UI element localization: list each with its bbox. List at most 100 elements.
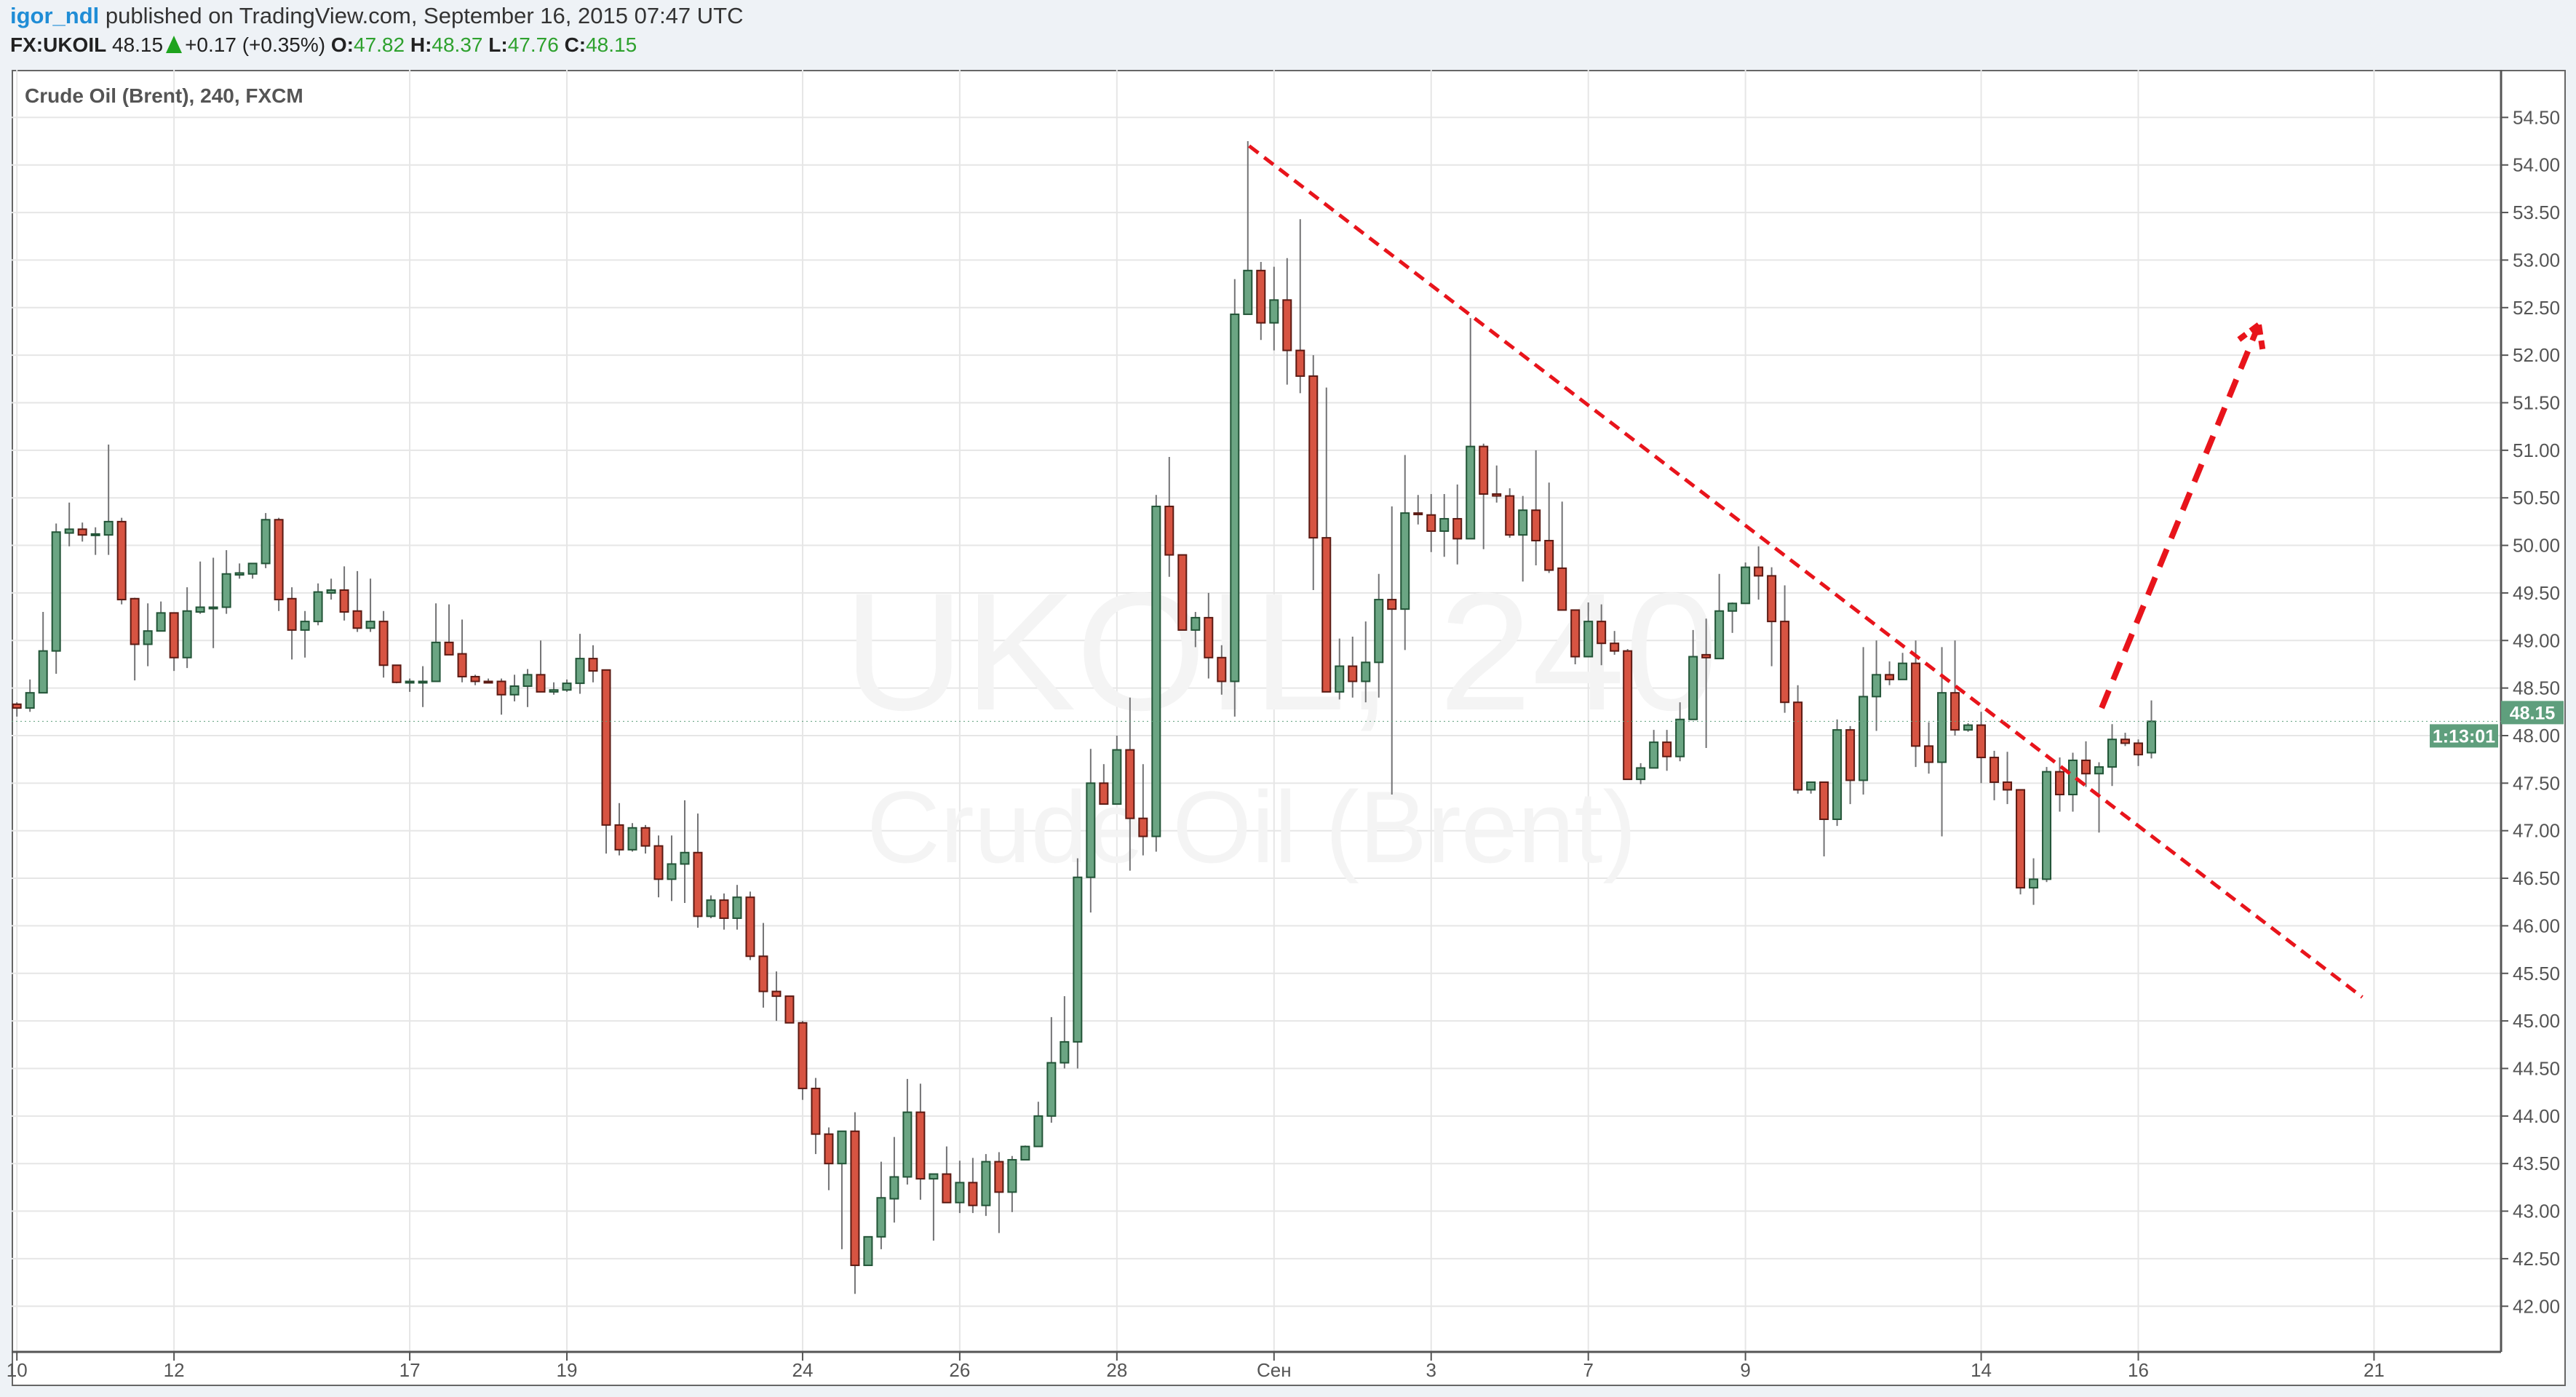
candle bbox=[758, 923, 768, 1008]
y-tick-label: 49.50 bbox=[2513, 582, 2560, 604]
candle-body-up bbox=[1086, 782, 1096, 878]
candle-body-down bbox=[824, 1133, 834, 1165]
candle bbox=[391, 664, 402, 684]
candle bbox=[1112, 735, 1122, 805]
candle bbox=[1623, 649, 1633, 781]
candle-body-down bbox=[444, 641, 454, 656]
candle-body-down bbox=[1557, 567, 1567, 611]
candle bbox=[352, 570, 362, 632]
candle-body-down bbox=[12, 703, 22, 709]
candle bbox=[51, 523, 61, 674]
candle bbox=[483, 678, 493, 684]
candle-body-down bbox=[1610, 642, 1620, 652]
candle bbox=[90, 527, 100, 555]
candle bbox=[313, 583, 323, 626]
candle bbox=[1636, 763, 1646, 784]
candle bbox=[1701, 618, 1712, 748]
candle-body-up bbox=[1230, 313, 1240, 682]
x-tick-label: 24 bbox=[792, 1359, 813, 1381]
candle-body-up bbox=[1518, 509, 1528, 536]
candle bbox=[169, 612, 179, 672]
candle-body-down bbox=[745, 896, 755, 958]
candle-body-down bbox=[1544, 540, 1554, 571]
candle-body-up bbox=[1466, 445, 1476, 540]
candle-body-down bbox=[470, 675, 480, 682]
y-tick-label: 42.50 bbox=[2513, 1248, 2560, 1270]
candle-body-up bbox=[1112, 749, 1122, 805]
candle-body-down bbox=[1989, 757, 2000, 784]
candle-body-up bbox=[405, 680, 415, 684]
candle-body-up bbox=[234, 572, 245, 576]
candle bbox=[1872, 640, 1882, 731]
candle bbox=[549, 682, 559, 695]
y-tick-label: 51.00 bbox=[2513, 439, 2560, 461]
candle bbox=[1308, 355, 1319, 590]
candle-body-up bbox=[1073, 876, 1083, 1043]
candle bbox=[1492, 465, 1502, 503]
candle-body-up bbox=[431, 641, 441, 682]
candle-body-down bbox=[850, 1130, 860, 1267]
candle-body-down bbox=[1662, 741, 1672, 757]
candle bbox=[811, 1078, 821, 1155]
candle-body-down bbox=[2016, 789, 2026, 889]
x-tick-label: 14 bbox=[1971, 1359, 1992, 1381]
candle bbox=[876, 1161, 886, 1249]
candle bbox=[2042, 767, 2052, 883]
candle-body-up bbox=[667, 863, 677, 880]
candle bbox=[1675, 702, 1685, 762]
author-link[interactable]: igor_ndl bbox=[10, 3, 100, 28]
high-value: 48.37 bbox=[432, 33, 483, 56]
candle-body-up bbox=[1937, 692, 1947, 763]
candle bbox=[221, 550, 231, 614]
drawings[interactable] bbox=[1248, 144, 2364, 999]
candle bbox=[103, 445, 114, 555]
candle bbox=[1859, 647, 1869, 795]
candle bbox=[1269, 266, 1279, 351]
candle-body-down bbox=[1780, 621, 1790, 704]
candle-body-down bbox=[693, 851, 703, 918]
watermark-name: Crude Oil (Brent) bbox=[867, 770, 1637, 884]
candle bbox=[1557, 501, 1567, 611]
candle-body-up bbox=[247, 562, 258, 575]
y-tick-label: 45.00 bbox=[2513, 1010, 2560, 1032]
candle-body-down bbox=[1819, 781, 1829, 821]
candle-body-up bbox=[1636, 767, 1646, 781]
candle-body-down bbox=[274, 519, 284, 601]
candle bbox=[1649, 730, 1659, 769]
candle-body-down bbox=[915, 1111, 926, 1180]
publish-info: igor_ndl published on TradingView.com, S… bbox=[10, 3, 744, 29]
last-price-value: 48.15 bbox=[2510, 703, 2556, 723]
candle-body-down bbox=[1164, 505, 1174, 556]
candle-body-down bbox=[1348, 665, 1358, 682]
candle bbox=[640, 824, 651, 854]
candle-body-down bbox=[1479, 445, 1489, 495]
candle bbox=[2081, 741, 2091, 787]
candle-body-down bbox=[2055, 771, 2065, 796]
candle bbox=[208, 557, 218, 648]
low-value: 47.76 bbox=[507, 33, 559, 56]
arrow-line bbox=[2099, 323, 2262, 709]
candle-body-up bbox=[1898, 662, 1908, 680]
chart-frame bbox=[12, 70, 2566, 1386]
candle-body-up bbox=[1190, 616, 1201, 631]
candle-body-up bbox=[876, 1197, 886, 1238]
candle-body-up bbox=[549, 689, 559, 693]
candle-body-up bbox=[929, 1173, 939, 1180]
candle-body-up bbox=[1688, 656, 1698, 720]
candle-body-up bbox=[1675, 718, 1685, 757]
candle-body-down bbox=[1125, 749, 1135, 819]
candle-body-down bbox=[483, 680, 493, 684]
y-tick-label: 54.50 bbox=[2513, 106, 2560, 128]
candle bbox=[968, 1158, 978, 1214]
candle-body-up bbox=[51, 531, 61, 652]
candle bbox=[1400, 455, 1410, 650]
candle-body-down bbox=[1570, 609, 1581, 658]
candle bbox=[1728, 602, 1738, 633]
candle bbox=[614, 803, 624, 856]
candle-body-down bbox=[942, 1173, 952, 1203]
candle-body-up bbox=[680, 851, 690, 865]
candle bbox=[1570, 609, 1581, 664]
candle bbox=[1007, 1155, 1017, 1212]
candle-body-up bbox=[1020, 1145, 1030, 1161]
